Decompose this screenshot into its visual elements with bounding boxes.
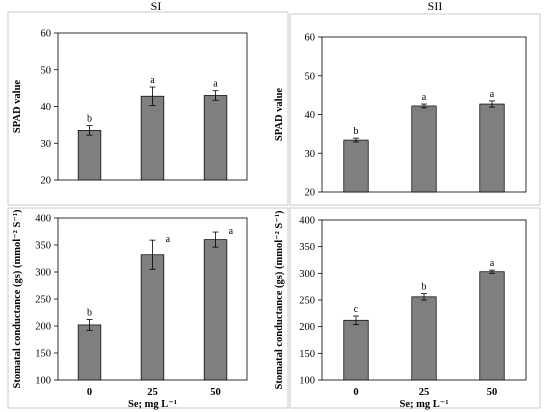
y-tick-label: 150 [299,349,315,360]
bar [343,319,369,381]
y-tick-label: 200 [299,322,315,333]
bar [479,103,505,193]
bar [77,324,102,381]
y-tick-label: 200 [35,322,51,333]
y-tick-label: 100 [35,376,51,387]
bar [479,271,505,381]
y-tick-label: 400 [299,216,315,227]
y-tick-label: 30 [305,149,316,160]
y-axis-label: SPAD value [12,80,23,134]
bar [343,139,369,193]
chart-spad-si: 20 30 40 50 60 SPAD value b a a [7,11,289,206]
y-tick-label: 350 [299,242,315,253]
y-tick-label: 400 [35,214,51,225]
significance-letter: b [422,282,427,293]
y-tick-label: 20 [305,188,316,199]
panel-frame [7,11,289,206]
y-axis-label: SPAD value [274,88,285,142]
x-tick-label: 25 [419,387,430,398]
y-tick-label: 60 [41,29,52,40]
bar [411,296,437,381]
y-tick-label: 150 [35,349,51,360]
y-tick-label: 50 [41,65,52,76]
significance-letter: a [490,258,495,269]
significance-letter: a [229,226,234,237]
y-tick-label: 250 [299,296,315,307]
x-tick-label: 0 [353,387,358,398]
x-axis-label: Se; mg L⁻¹ [128,399,177,410]
significance-letter: a [213,79,218,90]
bar [203,95,228,181]
significance-letter: a [166,234,171,245]
y-axis-label: Stomatal conductance (gs) (mmol⁻² S⁻¹) [12,209,23,388]
bar [140,95,165,181]
significance-letter: a [422,92,427,103]
bar [203,239,228,381]
y-axis-label: Stomatal conductance (gs) (mmol⁻² S⁻¹) [274,210,285,389]
y-tick-label: 300 [35,268,51,279]
bar [77,130,102,181]
y-tick-label: 100 [299,376,315,387]
significance-letter: b [87,308,92,319]
x-tick-label: 25 [147,387,158,398]
y-tick-label: 40 [305,110,316,121]
y-tick-label: 60 [305,33,316,44]
bar [140,254,165,381]
panel-title-sii: SII [428,0,443,13]
significance-letter: b [87,114,92,125]
x-tick-label: 50 [210,387,221,398]
bar [411,105,437,193]
panel-frame [289,13,541,206]
panel-frame [289,207,541,409]
panel-title-si: SI [151,0,162,13]
significance-letter: a [490,89,495,100]
x-tick-label: 50 [487,387,498,398]
significance-letter: b [354,126,359,137]
panel-frame [7,207,289,409]
y-tick-label: 250 [35,295,51,306]
significance-letter: a [150,75,155,86]
significance-letter: c [354,304,359,315]
y-tick-label: 300 [299,269,315,280]
y-tick-label: 30 [41,139,52,150]
y-tick-label: 40 [41,102,52,113]
y-tick-label: 50 [305,71,316,82]
x-axis-label: Se; mg L⁻¹ [400,399,449,410]
x-tick-label: 0 [87,387,92,398]
chart-spad-sii: 20 30 40 50 60 SPAD value b a a [274,13,541,206]
y-tick-label: 350 [35,241,51,252]
y-tick-label: 20 [41,176,52,187]
